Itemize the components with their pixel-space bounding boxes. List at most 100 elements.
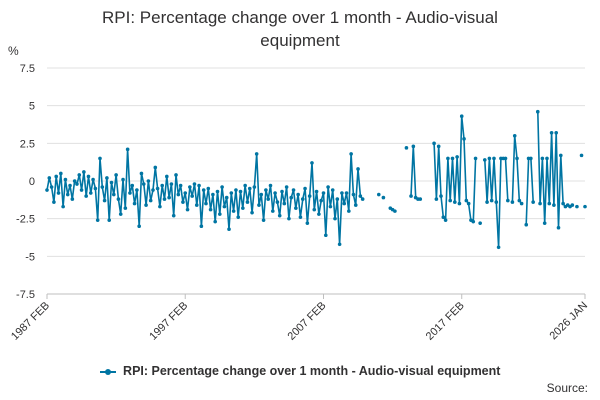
data-point[interactable] [174,173,178,177]
data-point[interactable] [98,156,102,161]
data-point[interactable] [141,182,146,186]
data-point[interactable] [289,195,294,200]
data-point[interactable] [519,201,524,206]
data-point[interactable] [303,186,307,191]
data-point[interactable] [56,191,61,195]
data-point[interactable] [227,227,231,232]
legend[interactable]: RPI: Percentage change over 1 month - Au… [0,364,600,378]
data-point[interactable] [515,156,519,161]
data-point[interactable] [482,158,487,162]
data-point[interactable] [107,218,112,222]
data-point[interactable] [250,210,254,215]
data-point[interactable] [381,195,386,200]
data-point[interactable] [52,200,56,204]
data-point[interactable] [241,206,245,210]
data-point[interactable] [206,186,211,191]
data-point[interactable] [524,222,529,227]
data-point[interactable] [72,179,77,183]
data-point[interactable] [340,191,344,195]
data-point[interactable] [294,206,298,210]
data-point[interactable] [254,152,259,156]
data-point[interactable] [185,207,190,212]
data-point[interactable] [188,185,192,189]
data-point[interactable] [552,203,556,207]
data-point[interactable] [462,137,466,141]
data-point[interactable] [307,194,312,198]
data-point[interactable] [376,192,381,197]
data-point[interactable] [503,156,508,161]
data-point[interactable] [323,233,328,238]
data-point[interactable] [300,197,305,201]
data-point[interactable] [282,201,287,206]
data-point[interactable] [171,213,176,218]
data-point[interactable] [266,197,270,201]
data-point[interactable] [506,198,510,203]
data-point[interactable] [128,191,132,195]
data-point[interactable] [353,203,358,207]
data-point[interactable] [234,188,238,192]
data-point[interactable] [197,183,201,188]
data-point[interactable] [153,165,158,170]
data-point[interactable] [404,146,409,150]
data-point[interactable] [257,203,261,207]
data-point[interactable] [65,192,70,197]
data-point[interactable] [538,201,542,206]
data-point[interactable] [88,191,93,195]
data-point[interactable] [561,201,565,206]
data-point[interactable] [95,218,100,222]
data-point[interactable] [443,218,448,222]
data-point[interactable] [105,176,109,180]
data-point[interactable] [441,215,446,219]
data-point[interactable] [317,212,321,216]
data-point[interactable] [135,188,139,192]
data-point[interactable] [436,144,441,149]
data-point[interactable] [86,174,91,179]
data-point[interactable] [510,200,515,204]
data-point[interactable] [123,206,128,210]
data-point[interactable] [446,156,450,161]
data-point[interactable] [411,144,416,149]
data-point[interactable] [243,183,247,188]
data-point[interactable] [287,216,291,221]
data-point[interactable] [70,197,75,201]
data-point[interactable] [298,215,303,219]
data-point[interactable] [492,156,496,161]
data-point[interactable] [118,212,123,216]
data-point[interactable] [176,192,181,197]
data-point[interactable] [579,153,584,158]
data-point[interactable] [139,171,144,176]
data-point[interactable] [485,200,489,204]
data-point[interactable] [321,191,326,195]
data-point[interactable] [91,177,95,182]
data-point[interactable] [213,219,217,224]
data-point[interactable] [314,189,319,194]
data-point[interactable] [49,185,54,189]
data-point[interactable] [512,134,517,138]
data-point[interactable] [393,209,397,213]
data-point[interactable] [192,182,197,186]
data-point[interactable] [45,188,49,192]
data-point[interactable] [224,195,229,200]
data-point[interactable] [112,192,116,197]
data-point[interactable] [178,183,183,188]
data-point[interactable] [190,194,194,198]
data-point[interactable] [114,173,118,177]
data-point[interactable] [201,188,206,192]
data-point[interactable] [220,185,224,189]
data-point[interactable] [268,183,273,188]
data-point[interactable] [487,156,492,161]
data-point[interactable] [312,207,317,212]
data-point[interactable] [116,197,121,201]
data-point[interactable] [218,212,222,216]
data-point[interactable] [222,204,227,209]
data-point[interactable] [296,192,300,197]
data-point[interactable] [554,130,558,135]
data-point[interactable] [79,188,84,192]
data-point[interactable] [310,161,314,165]
data-point[interactable] [549,130,554,135]
data-point[interactable] [273,191,277,195]
data-point[interactable] [453,200,457,204]
data-point[interactable] [478,221,482,225]
data-point[interactable] [342,201,347,206]
data-point[interactable] [277,213,282,218]
